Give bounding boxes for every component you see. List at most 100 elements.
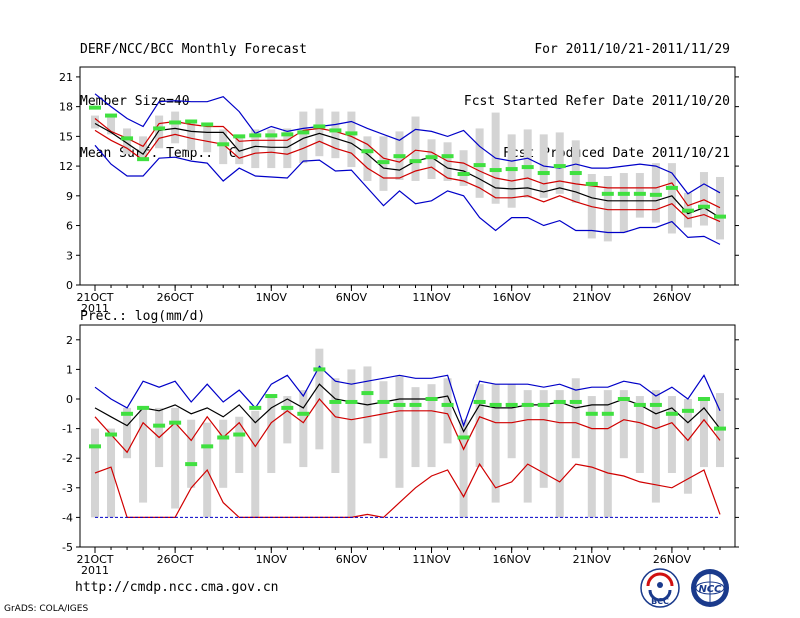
member-bar: [283, 396, 292, 444]
member-bar: [235, 416, 244, 473]
member-bar: [251, 129, 260, 169]
member-bar: [203, 122, 212, 153]
member-bar: [267, 396, 276, 473]
x-tick-label: 1NOV: [256, 553, 288, 566]
obs-marker: [714, 426, 726, 431]
obs-marker: [569, 399, 582, 404]
obs-marker: [89, 444, 101, 449]
y-tick-label: 0: [66, 393, 73, 406]
member-bar: [667, 163, 676, 234]
obs-marker: [521, 165, 534, 170]
member-bar: [683, 399, 692, 494]
bcc-logo: BCC: [640, 568, 680, 608]
member-bar: [635, 396, 644, 473]
x-tick-label: 26OCT: [157, 553, 194, 566]
member-bar: [411, 116, 420, 181]
member-bar: [411, 387, 420, 468]
obs-marker: [585, 411, 598, 416]
obs-marker: [89, 105, 101, 110]
member-bar: [603, 176, 612, 242]
y-tick-label: 3: [66, 249, 73, 262]
obs-marker: [505, 167, 518, 172]
forecast-period: For 2011/10/21-2011/11/29: [534, 42, 730, 57]
obs-marker: [505, 402, 518, 407]
member-bar: [395, 375, 404, 488]
obs-marker: [601, 191, 614, 196]
obs-marker: [217, 435, 230, 440]
obs-marker: [345, 131, 358, 136]
y-tick-label: 6: [66, 220, 73, 233]
member-bar: [459, 419, 468, 518]
x-tick-label: 16NOV: [493, 291, 532, 304]
x-tick-label: 21NOV: [573, 291, 612, 304]
ncc-logo-text: NCC: [698, 584, 722, 595]
obs-marker: [601, 411, 614, 416]
obs-marker: [233, 432, 246, 437]
x-tick-label: 21OCT: [76, 291, 113, 304]
obs-marker: [665, 411, 678, 416]
member-bar: [555, 132, 564, 194]
member-bar: [331, 378, 340, 473]
member-bar: [219, 129, 228, 165]
member-bar: [267, 129, 276, 169]
obs-marker: [217, 142, 230, 147]
obs-marker: [521, 402, 534, 407]
obs-marker: [537, 402, 550, 407]
y-tick-label: -5: [62, 541, 73, 554]
obs-marker: [361, 391, 374, 396]
lower-line: [94, 129, 721, 223]
member-bar: [187, 419, 196, 488]
obs-marker: [409, 402, 422, 407]
y-tick-label: 15: [59, 130, 73, 143]
grads-credit: GrADS: COLA/IGES: [4, 604, 89, 614]
x-tick-year: 2011: [81, 302, 109, 315]
x-tick-label: 16NOV: [493, 553, 532, 566]
obs-marker: [697, 204, 710, 209]
obs-marker: [265, 133, 278, 138]
x-tick-label: 6NOV: [336, 553, 368, 566]
obs-marker: [681, 408, 694, 413]
x-tick-label: 11NOV: [412, 291, 451, 304]
max-line: [94, 365, 721, 428]
obs-marker: [185, 119, 198, 124]
obs-marker: [377, 399, 390, 404]
obs-marker: [169, 420, 182, 425]
member-bar: [699, 172, 708, 226]
member-bar: [155, 115, 164, 149]
obs-marker: [665, 185, 678, 190]
member-bar: [251, 410, 260, 518]
obs-marker: [201, 444, 214, 449]
obs-marker: [137, 405, 150, 410]
source-url[interactable]: http://cmdp.ncc.cma.gov.cn: [75, 580, 279, 595]
obs-marker: [441, 154, 454, 159]
obs-marker: [297, 130, 310, 135]
member-bar: [571, 378, 580, 459]
y-tick-label: 2: [66, 334, 73, 347]
x-tick-label: 26NOV: [653, 291, 692, 304]
ncc-logo: NCC: [691, 569, 729, 607]
obs-marker: [649, 192, 662, 197]
y-tick-label: 0: [66, 279, 73, 292]
member-bar: [347, 369, 356, 518]
member-bar: [603, 390, 612, 518]
member-bar: [347, 111, 356, 168]
obs-marker: [457, 172, 470, 177]
obs-marker: [297, 411, 310, 416]
obs-marker: [105, 113, 118, 118]
member-bar: [171, 407, 180, 509]
x-tick-label: 26OCT: [157, 291, 194, 304]
member-bar: [716, 176, 724, 240]
member-bar: [331, 111, 340, 159]
forecast-title: DERF/NCC/BCC Monthly Forecast: [80, 42, 307, 57]
obs-marker: [714, 214, 726, 219]
plot-frame: [79, 66, 736, 286]
obs-marker: [121, 136, 134, 141]
member-bar: [91, 115, 99, 129]
obs-marker: [553, 399, 566, 404]
obs-marker: [313, 124, 326, 129]
member-bar: [443, 378, 452, 444]
obs-marker: [393, 154, 406, 159]
